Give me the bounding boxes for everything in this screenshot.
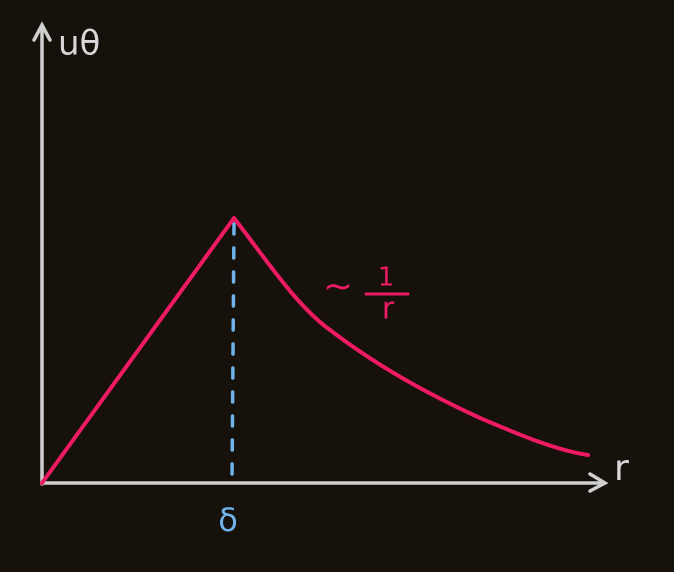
x-arrowhead [588,472,609,493]
annotation-prefix: ~ [323,266,353,307]
y-arrowhead [32,21,52,42]
delta-label: δ [218,501,238,539]
annotation-numerator: 1 [378,263,395,293]
x-axis-label: r [614,448,629,489]
profile-curve [40,216,590,485]
axes [32,21,609,493]
annotation: ~ 1 r [323,263,410,327]
annotation-denominator: r [382,292,395,327]
delta-line [230,222,236,484]
y-axis-label: uθ [58,24,100,64]
